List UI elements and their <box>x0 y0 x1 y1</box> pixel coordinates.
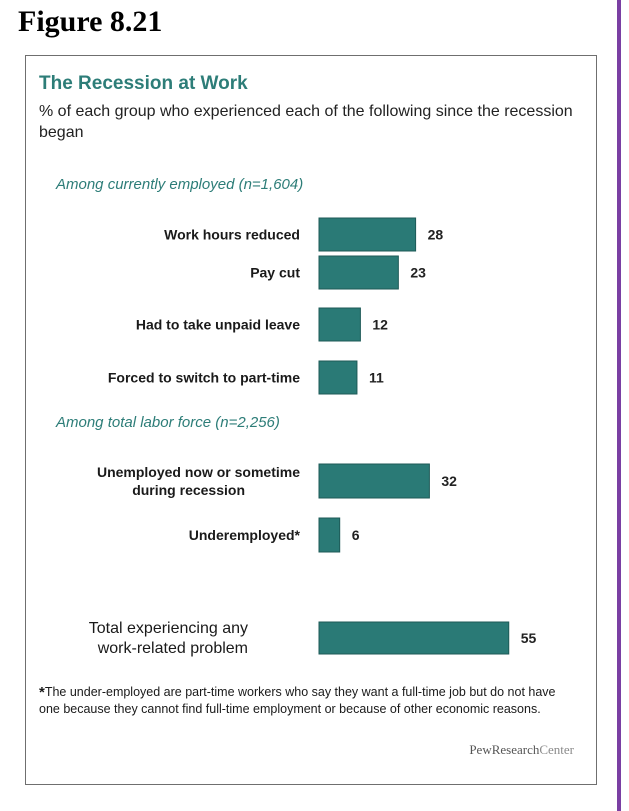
bar-1 <box>318 255 399 290</box>
category-label-4: Unemployed now or sometime during recessi… <box>97 464 300 498</box>
category-label-0: Work hours reduced <box>164 227 300 243</box>
category-label-5: Underemployed* <box>189 527 301 543</box>
value-label-2: 12 <box>372 317 388 333</box>
page-edge-rule <box>617 0 621 811</box>
footnote-asterisk: * <box>39 684 45 701</box>
footnote: *The under-employed are part-time worker… <box>39 684 556 717</box>
bar-4 <box>318 463 430 499</box>
chart-frame: The Recession at Work % of each group wh… <box>25 55 597 785</box>
bar-2 <box>318 307 361 342</box>
value-label-1: 23 <box>410 265 426 281</box>
value-label-5: 6 <box>352 527 360 543</box>
figure-label: Figure 8.21 <box>18 5 163 38</box>
bar-3 <box>318 360 358 395</box>
bar-0 <box>318 217 417 252</box>
section-label-labor-force: Among total labor force (n=2,256) <box>56 414 280 431</box>
bar-5 <box>318 517 341 553</box>
value-label-4: 32 <box>441 473 457 489</box>
chart-title: The Recession at Work <box>39 73 248 94</box>
category-label-6: Total experiencing any work-related probl… <box>89 620 248 657</box>
category-label-2: Had to take unpaid leave <box>136 317 300 333</box>
category-label-1: Pay cut <box>250 265 300 281</box>
brand-part-2: Center <box>539 742 574 757</box>
source-brand: PewResearchCenter <box>424 742 574 758</box>
section-label-employed: Among currently employed (n=1,604) <box>56 176 304 193</box>
category-label-3: Forced to switch to part-time <box>108 370 300 386</box>
bar-6 <box>318 621 510 655</box>
brand-part-1: PewResearch <box>469 742 540 757</box>
value-label-6: 55 <box>521 630 537 646</box>
bar-chart: 28 Work hours reduced 23 Pay cut 12 Had to ta… <box>89 217 537 657</box>
value-label-0: 28 <box>428 227 444 243</box>
chart-subtitle: % of each group who experienced each of … <box>39 103 573 141</box>
value-label-3: 11 <box>369 370 384 386</box>
